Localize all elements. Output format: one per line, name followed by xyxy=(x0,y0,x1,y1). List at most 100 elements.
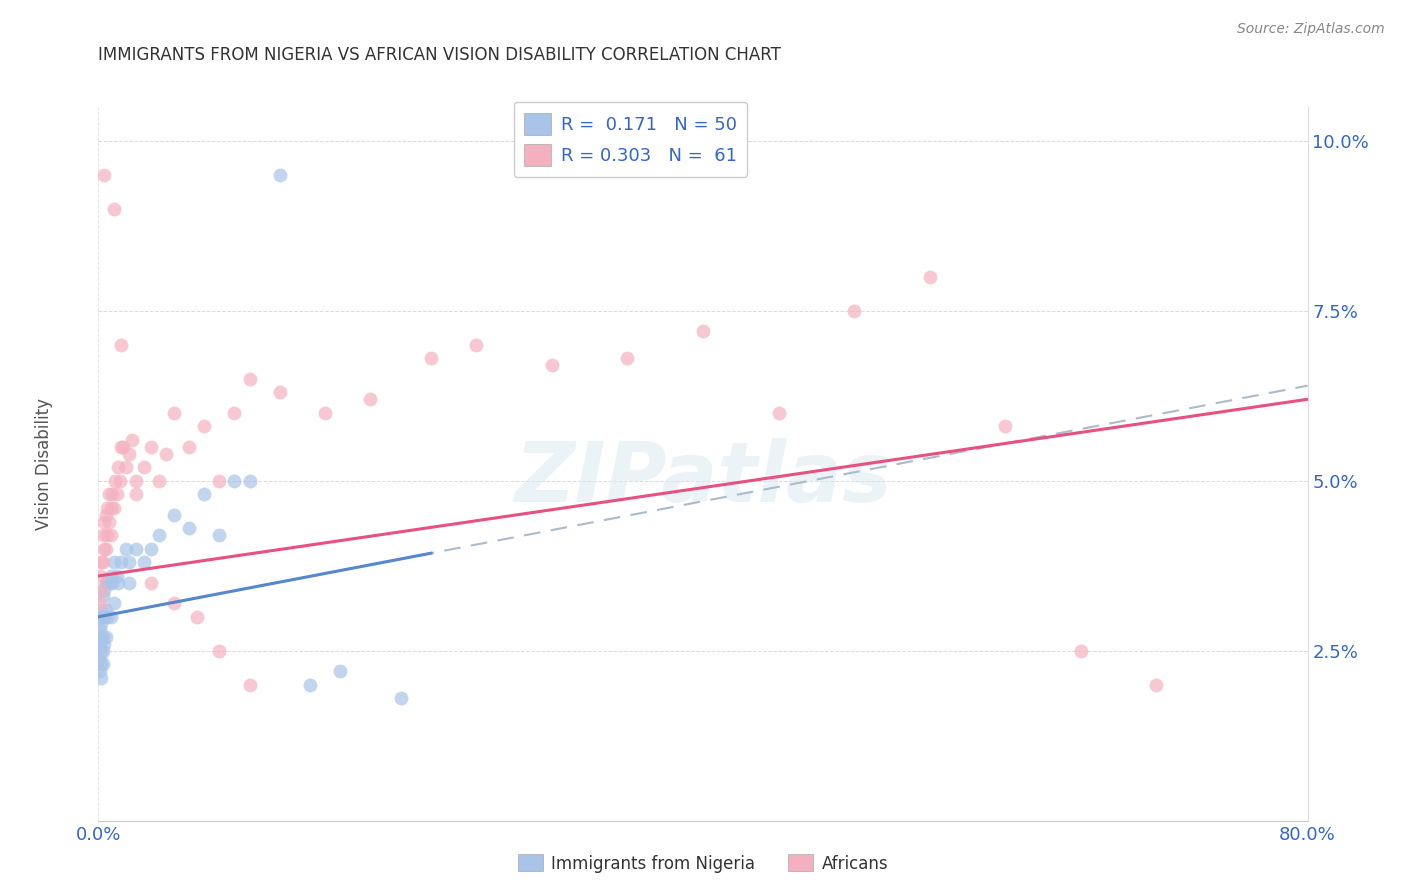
Point xyxy=(98,515,121,529)
Point xyxy=(148,528,170,542)
Point xyxy=(193,487,215,501)
Point xyxy=(420,351,443,366)
Point xyxy=(105,487,128,501)
Point xyxy=(89,609,111,624)
Point xyxy=(93,637,115,651)
Point xyxy=(125,474,148,488)
Point xyxy=(91,528,114,542)
Legend: Immigrants from Nigeria, Africans: Immigrants from Nigeria, Africans xyxy=(510,847,896,880)
Point xyxy=(100,609,122,624)
Point xyxy=(141,575,163,590)
Point xyxy=(118,555,141,569)
Point xyxy=(104,474,127,488)
Point xyxy=(314,406,336,420)
Point xyxy=(465,338,488,352)
Point xyxy=(96,575,118,590)
Point xyxy=(103,202,125,216)
Point xyxy=(141,440,163,454)
Point xyxy=(89,596,111,610)
Point xyxy=(89,650,111,665)
Point xyxy=(98,575,121,590)
Point xyxy=(114,460,136,475)
Point xyxy=(163,508,186,522)
Point xyxy=(844,304,866,318)
Point xyxy=(918,269,941,284)
Point xyxy=(101,575,124,590)
Point xyxy=(107,575,129,590)
Point xyxy=(107,460,129,475)
Point xyxy=(91,657,114,672)
Point xyxy=(208,528,231,542)
Point xyxy=(111,440,134,454)
Point xyxy=(224,474,246,488)
Point xyxy=(186,609,208,624)
Point xyxy=(100,569,122,583)
Point xyxy=(224,406,246,420)
Point xyxy=(89,569,111,583)
Point xyxy=(329,664,352,678)
Point xyxy=(125,487,148,501)
Point xyxy=(90,616,112,631)
Point xyxy=(100,528,122,542)
Point xyxy=(94,575,117,590)
Point xyxy=(103,501,125,516)
Point xyxy=(208,644,231,658)
Point xyxy=(94,630,117,644)
Point xyxy=(93,582,115,597)
Point xyxy=(94,603,117,617)
Point xyxy=(114,541,136,556)
Point xyxy=(239,678,262,692)
Point xyxy=(239,372,262,386)
Point xyxy=(163,596,186,610)
Point xyxy=(91,630,114,644)
Point xyxy=(179,440,201,454)
Point xyxy=(193,419,215,434)
Point xyxy=(98,487,121,501)
Point xyxy=(100,501,122,516)
Point xyxy=(692,324,714,338)
Point xyxy=(239,474,262,488)
Point xyxy=(91,590,114,604)
Point xyxy=(269,385,291,400)
Point xyxy=(994,419,1017,434)
Text: IMMIGRANTS FROM NIGERIA VS AFRICAN VISION DISABILITY CORRELATION CHART: IMMIGRANTS FROM NIGERIA VS AFRICAN VISIO… xyxy=(98,46,782,64)
Point xyxy=(208,474,231,488)
Point xyxy=(96,501,118,516)
Point xyxy=(89,664,111,678)
Point xyxy=(110,440,132,454)
Point xyxy=(89,624,111,638)
Point xyxy=(90,657,112,672)
Point xyxy=(94,508,117,522)
Point xyxy=(90,555,112,569)
Point xyxy=(155,447,177,461)
Point xyxy=(90,582,112,597)
Point xyxy=(118,447,141,461)
Point xyxy=(93,515,115,529)
Point xyxy=(132,555,155,569)
Point xyxy=(148,474,170,488)
Point xyxy=(93,168,115,182)
Point xyxy=(90,630,112,644)
Point xyxy=(94,541,117,556)
Point xyxy=(1070,644,1092,658)
Point xyxy=(91,555,114,569)
Point xyxy=(125,541,148,556)
Point xyxy=(389,691,412,706)
Point xyxy=(103,596,125,610)
Point xyxy=(90,671,112,685)
Point xyxy=(1144,678,1167,692)
Point xyxy=(93,541,115,556)
Point xyxy=(179,521,201,535)
Point xyxy=(616,351,638,366)
Point xyxy=(110,338,132,352)
Point xyxy=(118,575,141,590)
Point xyxy=(93,609,115,624)
Point xyxy=(141,541,163,556)
Point xyxy=(269,168,291,182)
Text: ZIPatlas: ZIPatlas xyxy=(515,438,891,518)
Point xyxy=(90,603,112,617)
Point xyxy=(105,569,128,583)
Point xyxy=(768,406,790,420)
Point xyxy=(132,460,155,475)
Point xyxy=(101,487,124,501)
